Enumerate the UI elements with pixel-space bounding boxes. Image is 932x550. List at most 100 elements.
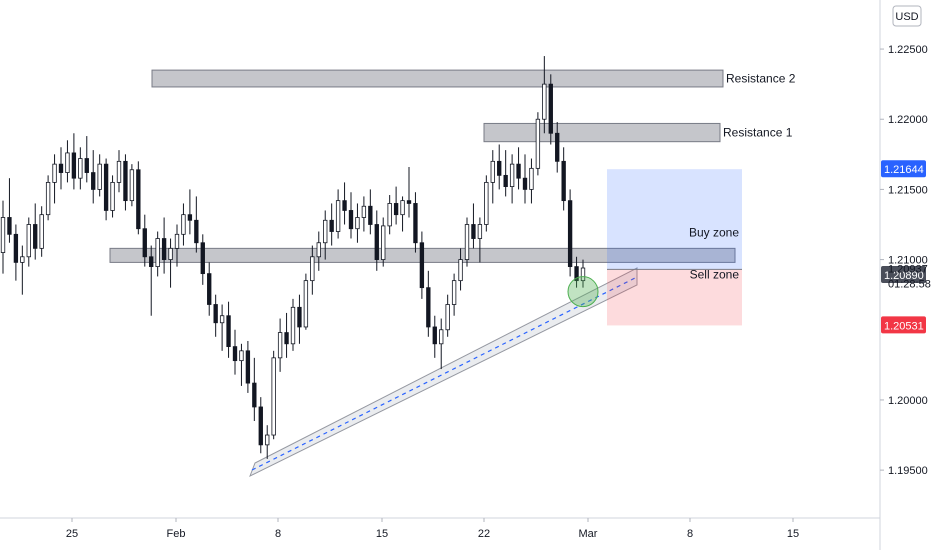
candle	[509, 154, 515, 204]
candle-body-down	[555, 132, 560, 162]
candle-body-up	[303, 280, 309, 328]
candle	[361, 196, 367, 232]
y-tick-label: 1.22000	[888, 114, 928, 126]
candle-body-down	[149, 256, 154, 268]
y-tick-label: 1.20000	[888, 395, 928, 407]
currency-button[interactable]: USD	[892, 5, 922, 27]
candle	[471, 203, 476, 249]
candle-body-down	[123, 160, 128, 202]
candle-body-down	[71, 152, 77, 179]
x-tick-label: 15	[376, 528, 388, 540]
candle-body-down	[142, 228, 147, 258]
candle	[265, 425, 270, 459]
candle-body-up	[529, 167, 534, 190]
price-badge	[881, 316, 926, 334]
candle-body-up	[116, 160, 122, 183]
entry-highlight-circle[interactable]	[567, 276, 599, 308]
y-axis[interactable]: 1.22500 1.22000 1.21500 1.21000 1.20000 1.195…	[880, 44, 928, 477]
candle	[155, 231, 160, 277]
candle	[20, 245, 25, 295]
candle	[477, 217, 483, 263]
x-tick-label: 15	[787, 528, 799, 540]
candle	[574, 256, 579, 288]
sell-zone-box[interactable]	[607, 269, 742, 326]
price-badge-label: 1.20531	[884, 320, 924, 332]
y-tick-label: 1.21000	[888, 255, 928, 267]
candle	[580, 259, 586, 288]
candle-body-up	[484, 181, 489, 225]
candle-body-up	[0, 217, 6, 253]
candle-body-down	[406, 200, 412, 204]
candle-body-down	[84, 158, 89, 173]
candle-body-down	[91, 172, 96, 190]
zone-box[interactable]	[483, 122, 721, 143]
candle-body-up	[477, 224, 483, 239]
candle	[129, 164, 135, 207]
candle	[116, 150, 122, 193]
candle	[181, 203, 186, 246]
candle	[0, 200, 6, 274]
candle-body-up	[168, 247, 173, 260]
candle-body-up	[129, 169, 135, 202]
plot-area[interactable]: Resistance 2 Resistance 1 Buy zone Sell zo…	[0, 56, 796, 478]
candle	[342, 182, 347, 225]
candle	[213, 294, 218, 337]
candle	[406, 166, 412, 218]
candle-body-down	[7, 217, 12, 235]
candle-body-up	[20, 256, 25, 263]
candle-body-down	[258, 406, 263, 446]
candle	[174, 224, 180, 267]
channel-band[interactable]	[249, 267, 638, 478]
candle	[426, 270, 431, 337]
buy-zone-label: Buy zone	[689, 225, 739, 239]
candle	[39, 206, 44, 257]
candle	[252, 357, 257, 421]
candle-body-down	[522, 177, 528, 190]
candle	[329, 203, 334, 246]
candle	[142, 214, 147, 267]
candle-body-up	[535, 118, 541, 169]
candlestick-series	[0, 56, 586, 459]
trend-channel[interactable]	[249, 267, 638, 478]
candle	[149, 245, 154, 316]
candle	[33, 203, 38, 260]
candle-body-down	[497, 160, 502, 176]
candle	[400, 196, 405, 232]
candle	[168, 238, 173, 288]
bar-countdown-label: 01:28:58	[888, 278, 931, 290]
x-tick-label: 22	[478, 528, 490, 540]
candle-body-down	[516, 163, 521, 179]
candle	[503, 150, 508, 197]
zone-box[interactable]	[151, 69, 724, 88]
candle-body-down	[232, 346, 238, 362]
candle	[245, 340, 251, 393]
candle-body-down	[348, 210, 354, 230]
candle-body-up	[310, 256, 315, 282]
candle	[368, 189, 373, 235]
candle-body-down	[226, 315, 231, 348]
candle	[7, 178, 12, 243]
buy-zone-box[interactable]	[607, 169, 742, 270]
candle-body-up	[26, 224, 31, 258]
candle	[561, 147, 566, 211]
candle	[516, 147, 521, 190]
candle	[161, 217, 167, 274]
long-position-tool[interactable]: Buy zone Sell zone	[607, 169, 742, 326]
candle	[290, 298, 296, 351]
price-badge-label: 1.20890	[884, 270, 924, 282]
candle	[58, 147, 64, 190]
candle	[335, 189, 341, 239]
candle	[374, 210, 379, 271]
candle-body-up	[439, 329, 444, 345]
candle-body-up	[290, 306, 296, 345]
candle	[542, 56, 547, 134]
candle	[490, 150, 495, 204]
candle	[123, 154, 128, 211]
x-axis[interactable]: 25 Feb 8 15 22 Mar 8 15	[66, 518, 799, 540]
candle-body-down	[548, 83, 553, 134]
candle	[323, 210, 328, 260]
x-tick-label: 8	[275, 528, 281, 540]
candle-body-down	[329, 219, 334, 232]
candle-body-up	[181, 214, 186, 235]
